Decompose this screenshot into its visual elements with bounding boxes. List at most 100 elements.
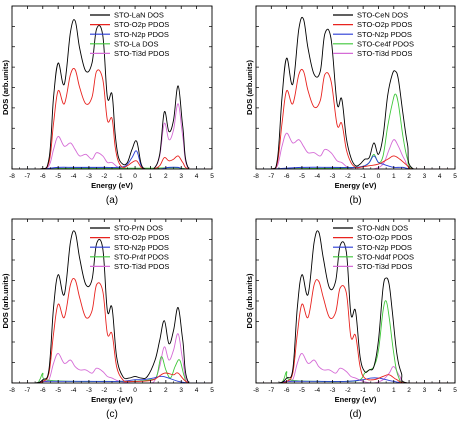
legend-entry: STO-LaN DOS: [114, 11, 164, 20]
legend-entry: STO-Ti3d PDOS: [357, 49, 412, 58]
series-line-total: [256, 16, 455, 169]
plot-frame: [11, 5, 213, 170]
legend-entry: STO-O2p PDOS: [357, 20, 412, 29]
x-tick-label: -4: [71, 173, 77, 180]
x-tick-label: -5: [299, 173, 305, 180]
x-axis-label: Energy (eV): [335, 395, 377, 404]
legend-entry: STO-La DOS: [114, 39, 158, 48]
x-tick-label: -7: [24, 173, 30, 180]
legend-entry: STO-PrN DOS: [114, 224, 163, 233]
x-tick-label: 2: [407, 173, 411, 180]
x-tick-label: 2: [407, 387, 411, 394]
series-line-n2p: [256, 155, 455, 169]
legend-entry: STO-Ti3d PDOS: [114, 49, 169, 58]
x-tick-label: -2: [345, 173, 351, 180]
dos-panel: -8 -7 -6 -5 -4 -3 -2 -1 0 1 2 3 4 5 Energy (eV) DOS (ar…: [1, 218, 214, 420]
x-tick-label: -7: [268, 173, 274, 180]
series-line-o2p: [256, 68, 455, 169]
x-tick-label: 5: [453, 387, 457, 394]
x-tick-label: -7: [24, 387, 30, 394]
x-tick-label: 4: [438, 387, 442, 394]
legend-entry: STO-CeN DOS: [357, 11, 408, 20]
x-tick-label: -1: [117, 387, 123, 394]
dos-panel: -8 -7 -6 -5 -4 -3 -2 -1 0 1 2 3 4 5 Energy (eV) DOS (ar…: [245, 218, 457, 420]
x-tick-label: -1: [360, 387, 366, 394]
x-tick-label: 3: [423, 173, 427, 180]
x-tick-label: -6: [284, 387, 290, 394]
series-line-o2p: [256, 279, 455, 383]
legend-entry: STO-N2p PDOS: [357, 30, 412, 39]
x-tick-label: 0: [133, 387, 137, 394]
y-axis-label: DOS (arb.units): [245, 60, 254, 116]
series-line-n2p: [12, 150, 212, 169]
x-tick-label: -2: [101, 387, 107, 394]
x-tick-label: -6: [40, 173, 46, 180]
series-line-ti3d: [12, 103, 212, 169]
dos-panel: -8 -7 -6 -5 -4 -3 -2 -1 0 1 2 3 4 5 Energy (eV) DOS (ar…: [245, 5, 457, 206]
x-tick-label: -5: [55, 387, 61, 394]
legend-entry: STO-Nd4f PDOS: [357, 252, 414, 261]
series-line-ti3d: [256, 132, 455, 169]
x-tick-label: 5: [453, 173, 457, 180]
x-tick-label: -5: [299, 387, 305, 394]
series-line-total: [12, 19, 212, 169]
x-tick-label: 4: [195, 387, 199, 394]
x-axis-label: Energy (eV): [335, 181, 377, 190]
x-tick-label: -3: [330, 387, 336, 394]
legend-entry: STO-Pr4f PDOS: [114, 252, 169, 261]
x-tick-label: -8: [9, 173, 15, 180]
x-tick-label: 2: [164, 173, 168, 180]
legend-entry: STO-N2p PDOS: [114, 30, 169, 39]
x-tick-label: 5: [210, 387, 214, 394]
x-tick-label: -6: [284, 173, 290, 180]
panel-label: (b): [349, 195, 361, 206]
x-tick-label: -8: [253, 387, 259, 394]
x-tick-label: 0: [377, 173, 381, 180]
x-tick-label: -8: [253, 173, 259, 180]
x-tick-label: 1: [392, 173, 396, 180]
legend-entry: STO-N2p PDOS: [114, 243, 169, 252]
x-tick-label: -4: [71, 387, 77, 394]
x-tick-label: -3: [330, 173, 336, 180]
x-tick-label: 1: [392, 387, 396, 394]
series-line-o2p: [12, 277, 212, 383]
legend-entry: STO-O2p PDOS: [357, 233, 412, 242]
panel-label: (d): [349, 409, 361, 420]
series-line-total: [12, 230, 212, 383]
x-tick-label: 0: [133, 173, 137, 180]
panel-label: (a): [106, 195, 118, 206]
x-tick-label: 4: [438, 173, 442, 180]
y-axis-label: DOS (arb.units): [245, 273, 254, 329]
x-tick-label: 1: [149, 387, 153, 394]
x-tick-label: -5: [55, 173, 61, 180]
x-axis-label: Energy (eV): [91, 181, 133, 190]
y-axis-label: DOS (arb.units): [1, 60, 10, 116]
x-tick-label: -1: [360, 173, 366, 180]
x-tick-label: 1: [149, 173, 153, 180]
series-line-n2p: [256, 377, 455, 383]
x-tick-label: 5: [210, 173, 214, 180]
x-tick-label: -1: [117, 173, 123, 180]
series-line-total: [256, 230, 455, 383]
x-tick-label: -2: [101, 173, 107, 180]
series-line-ti3d: [256, 353, 455, 383]
legend-entry: STO-N2p PDOS: [357, 243, 412, 252]
y-axis-label: DOS (arb.units): [1, 273, 10, 329]
legend-entry: STO-O2p PDOS: [114, 20, 169, 29]
plot-frame: [255, 5, 456, 170]
legend-entry: STO-Ce4f PDOS: [357, 39, 414, 48]
x-tick-label: -8: [9, 387, 15, 394]
x-tick-label: -4: [314, 173, 320, 180]
x-tick-label: 0: [377, 387, 381, 394]
dos-panel: -8 -7 -6 -5 -4 -3 -2 -1 0 1 2 3 4 5 Energy (eV) DOS (ar…: [1, 5, 214, 206]
x-tick-label: -7: [268, 387, 274, 394]
legend-entry: STO-Ti3d PDOS: [114, 262, 169, 271]
series-line-rf: [256, 93, 455, 169]
legend-entry: STO-NdN DOS: [357, 224, 408, 233]
x-tick-label: -3: [86, 387, 92, 394]
